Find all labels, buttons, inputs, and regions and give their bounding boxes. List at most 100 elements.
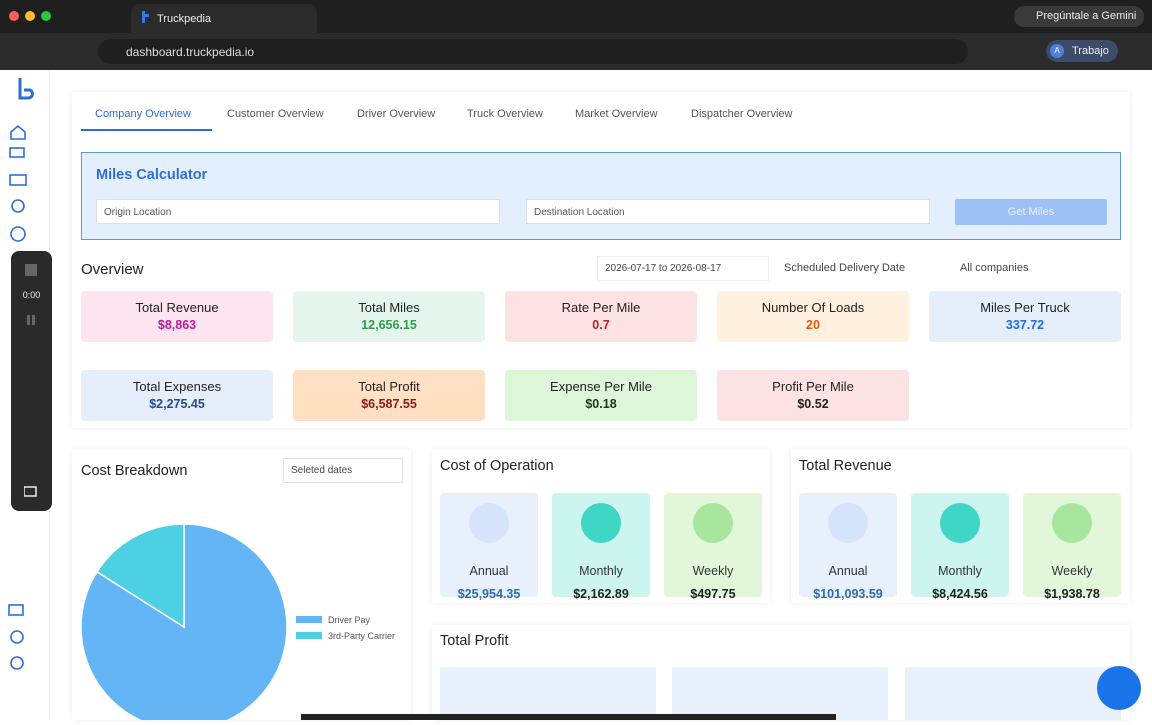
- kpi-value: 337.72: [1005, 318, 1045, 332]
- cost-breakdown-card: Cost Breakdown Seleted dates Driver Pay 3…: [72, 450, 411, 720]
- kpi-label: Miles Per Truck: [980, 300, 1070, 315]
- overview-title: Overview: [81, 261, 144, 278]
- tile-value: $497.75: [690, 587, 736, 601]
- kpi-card: Number Of Loads 20: [717, 291, 909, 342]
- tile-icon: [828, 503, 868, 543]
- kpi-card: Total Miles 12,656.15: [293, 291, 485, 342]
- recorder-time: 0:00: [22, 290, 41, 300]
- kpi-label: Total Revenue: [135, 300, 219, 315]
- pie-slice: [80, 523, 288, 720]
- date-range[interactable]: 2026-07-17 to 2026-08-17: [597, 256, 769, 281]
- cost-breakdown-pie: Driver Pay 3rd-Party Carrier: [80, 523, 395, 720]
- legend-label: Driver Pay: [328, 615, 371, 625]
- active-tab-underline: [81, 129, 212, 131]
- kpi-label: Total Miles: [358, 300, 420, 315]
- period-tile: Weekly $1,938.78: [1023, 493, 1121, 601]
- kpi-value: $0.18: [585, 397, 617, 411]
- kpi-value: 12,656.15: [361, 318, 417, 332]
- get-miles-button[interactable]: Get Miles: [955, 199, 1107, 225]
- tile-label: Annual: [828, 564, 868, 578]
- company-filter[interactable]: All companies: [960, 262, 1029, 274]
- nav-tab[interactable]: Company Overview: [95, 108, 191, 120]
- destination-input[interactable]: Destination Location: [526, 199, 930, 224]
- profit-tile: [905, 667, 1121, 720]
- miles-title: Miles Calculator: [96, 167, 208, 183]
- kpi-value: $8,863: [157, 318, 197, 332]
- recorder-controls[interactable]: [24, 263, 40, 503]
- legend-swatch: [296, 616, 322, 623]
- period-tile: Weekly $497.75: [664, 493, 762, 601]
- address-bar-row: dashboard.truckpedia.io Trabajo A: [0, 33, 1152, 70]
- sidebar-icons: [8, 78, 34, 670]
- tile-value: $8,424.56: [932, 587, 988, 601]
- total-profit-title: Total Profit: [440, 633, 509, 649]
- tab-strip: Truckpedia Pregúntale a Gemini: [0, 0, 1152, 33]
- period-tile: Annual $101,093.59: [799, 493, 897, 601]
- browser-tab[interactable]: Truckpedia: [131, 4, 317, 33]
- profit-tile: [672, 667, 888, 720]
- tile-icon: [581, 503, 621, 543]
- tile-icon: [1052, 503, 1092, 543]
- legend-label: 3rd-Party Carrier: [328, 631, 395, 641]
- kpi-value: 0.7: [592, 318, 610, 332]
- tile-value: $2,162.89: [573, 587, 629, 601]
- total-profit-card: Total Profit: [432, 625, 1130, 720]
- tile-label: Annual: [469, 564, 509, 578]
- nav-tab[interactable]: Market Overview: [575, 108, 658, 120]
- avatar: A: [1050, 44, 1064, 58]
- kpi-value: $6,587.55: [361, 397, 417, 411]
- period-tile: Monthly $8,424.56: [911, 493, 1009, 601]
- tile-value: $1,938.78: [1044, 587, 1100, 601]
- nav-tab[interactable]: Truck Overview: [467, 108, 543, 120]
- kpi-card: Total Profit $6,587.55: [293, 370, 485, 421]
- date-select[interactable]: Seleted dates: [283, 458, 403, 483]
- kpi-card: Expense Per Mile $0.18: [505, 370, 697, 421]
- tile-value: $25,954.35: [457, 587, 521, 601]
- tile-label: Monthly: [938, 564, 982, 578]
- tab-favicon: [142, 11, 149, 23]
- kpi-card: Miles Per Truck 337.72: [929, 291, 1121, 342]
- gemini-button[interactable]: Pregúntale a Gemini: [1014, 6, 1144, 27]
- total-revenue-title: Total Revenue: [799, 458, 892, 474]
- bottom-bar: [301, 714, 836, 720]
- cost-of-operation-title: Cost of Operation: [440, 458, 554, 474]
- legend-swatch: [296, 632, 322, 639]
- period-tile: Annual $25,954.35: [440, 493, 538, 601]
- kpi-label: Expense Per Mile: [550, 379, 652, 394]
- kpi-card: Total Revenue $8,863: [81, 291, 273, 342]
- pie-slice: [95, 523, 185, 629]
- window-controls[interactable]: [8, 10, 58, 22]
- kpi-label: Total Profit: [358, 379, 420, 394]
- kpi-value: $2,275.45: [149, 397, 205, 411]
- kpi-label: Number Of Loads: [761, 300, 865, 315]
- tile-value: $101,093.59: [813, 587, 883, 601]
- kpi-value: 20: [806, 318, 820, 332]
- kpi-label: Total Expenses: [132, 379, 222, 394]
- tile-label: Weekly: [692, 564, 734, 578]
- kpi-value: $0.52: [797, 397, 829, 411]
- url-field[interactable]: dashboard.truckpedia.io: [98, 39, 968, 64]
- kpi-card: Profit Per Mile $0.52: [717, 370, 909, 421]
- kpi-card: Rate Per Mile 0.7: [505, 291, 697, 342]
- tile-label: Monthly: [579, 564, 623, 578]
- cost-of-operation-card: Cost of Operation Annual $25,954.35 Monthl…: [432, 450, 770, 603]
- tile-label: Weekly: [1051, 564, 1093, 578]
- nav-tab[interactable]: Driver Overview: [357, 108, 436, 120]
- total-revenue-card: Total Revenue Annual $101,093.59 Monthly $8…: [791, 450, 1130, 603]
- nav-tab[interactable]: Customer Overview: [227, 108, 324, 120]
- profile-button[interactable]: Trabajo: [1046, 40, 1118, 62]
- nav-tab[interactable]: Dispatcher Overview: [691, 108, 793, 120]
- tile-icon: [940, 503, 980, 543]
- kpi-label: Rate Per Mile: [561, 300, 641, 315]
- kpi-card: Total Expenses $2,275.45: [81, 370, 273, 421]
- screen-recorder: 0:00: [11, 251, 52, 511]
- chat-button[interactable]: [1097, 666, 1141, 710]
- profit-tile: [440, 667, 656, 720]
- tile-icon: [469, 503, 509, 543]
- origin-input[interactable]: Origin Location: [96, 199, 500, 224]
- period-tile: Monthly $2,162.89: [552, 493, 650, 601]
- kpi-label: Profit Per Mile: [772, 379, 854, 394]
- cost-breakdown-title: Cost Breakdown: [81, 463, 188, 479]
- date-filter[interactable]: Scheduled Delivery Date: [784, 262, 906, 274]
